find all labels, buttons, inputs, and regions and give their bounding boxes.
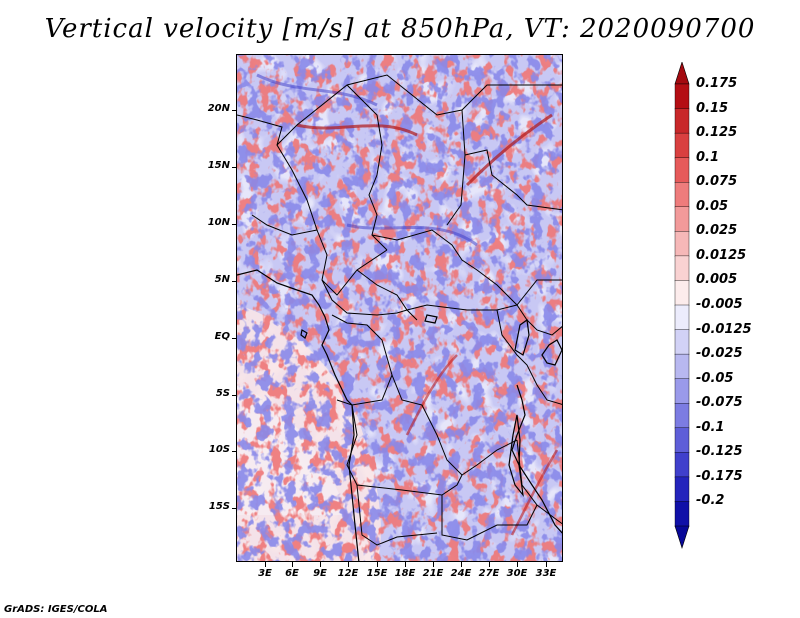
colorbar-cap-top	[674, 62, 690, 85]
lon-tick	[320, 562, 321, 567]
lon-tick	[489, 562, 490, 567]
lat-label: 10S	[208, 444, 230, 455]
lon-tick	[546, 562, 547, 567]
lon-label: 18E	[394, 568, 416, 579]
colorbar-label: -0.1	[696, 419, 725, 435]
lon-tick	[348, 562, 349, 567]
colorbar-cell	[674, 255, 690, 282]
colorbar-label: -0.125	[696, 444, 743, 460]
colorbar-label: 0.025	[696, 223, 738, 239]
country-borders	[237, 74, 562, 546]
lon-label: 12E	[337, 568, 359, 579]
lon-tick	[377, 562, 378, 567]
lon-label: 30E	[506, 568, 528, 579]
colorbar-cell	[674, 427, 690, 454]
colorbar-cell	[674, 329, 690, 355]
lat-label: 5S	[215, 388, 230, 399]
colorbar-label: 0.075	[696, 174, 738, 190]
lon-label: 33E	[535, 568, 557, 579]
lat-label: 15S	[208, 501, 230, 512]
lat-tick	[232, 224, 237, 225]
lat-tick	[232, 508, 237, 509]
lat-label: 5N	[214, 274, 230, 285]
colorbar-label: -0.175	[696, 468, 743, 484]
lat-tick	[232, 110, 237, 111]
lon-label: 27E	[478, 568, 500, 579]
lat-tick	[232, 338, 237, 339]
lat-label: EQ	[214, 331, 230, 342]
colorbar-label: 0.1	[696, 149, 720, 165]
lat-tick	[232, 167, 237, 168]
colorbar-label: -0.005	[696, 297, 743, 312]
colorbar-cap-bottom	[674, 525, 690, 549]
colorbar-cell	[674, 206, 690, 233]
colorbar-label: -0.0125	[696, 321, 752, 337]
colorbar-label: -0.2	[696, 493, 725, 509]
lon-tick	[461, 562, 462, 567]
lat-tick	[232, 451, 237, 452]
lon-tick	[265, 562, 266, 567]
lon-label: 21E	[422, 568, 444, 579]
colorbar-cell	[674, 353, 690, 380]
credit-label: GrADS: IGES/COLA	[4, 604, 108, 615]
colorbar-cell	[674, 108, 690, 134]
lon-tick	[292, 562, 293, 567]
lat-label: 20N	[207, 103, 230, 114]
colorbar-cell	[674, 132, 690, 159]
lon-label: 9E	[313, 568, 327, 579]
colorbar-cell	[674, 280, 690, 306]
lat-tick	[232, 395, 237, 396]
colorbar-cell	[674, 501, 690, 527]
lon-label: 3E	[258, 568, 272, 579]
lon-tick	[405, 562, 406, 567]
lon-tick	[433, 562, 434, 567]
colorbar	[674, 62, 690, 549]
lon-label: 6E	[285, 568, 299, 579]
lat-label: 15N	[207, 160, 230, 171]
colorbar-cell	[674, 378, 690, 404]
colorbar-label: 0.15	[696, 100, 729, 116]
colorbar-label: 0.0125	[696, 247, 747, 263]
colorbar-cell	[674, 452, 690, 478]
lon-label: 24E	[450, 568, 472, 579]
colorbar-label: 0.125	[696, 125, 738, 141]
coastline	[237, 269, 562, 561]
colorbar-cell	[674, 231, 690, 257]
lat-tick	[232, 281, 237, 282]
colorbar-cells	[674, 62, 690, 549]
map-title: Vertical velocity [m/s] at 850hPa, VT: 2…	[44, 14, 756, 44]
colorbar-label: 0.005	[696, 272, 738, 288]
map-panel	[236, 54, 563, 562]
colorbar-label: -0.025	[696, 346, 743, 362]
colorbar-cell	[674, 182, 690, 208]
lon-label: 15E	[366, 568, 388, 579]
colorbar-cell	[674, 403, 690, 429]
colorbar-label: 0.175	[696, 76, 738, 91]
colorbar-label: 0.05	[696, 198, 729, 214]
colorbar-cell	[674, 83, 690, 110]
colorbar-label: -0.05	[696, 370, 734, 386]
vertical-velocity-field	[237, 55, 562, 561]
colorbar-label: -0.075	[696, 395, 743, 411]
colorbar-cell	[674, 476, 690, 503]
lon-tick	[517, 562, 518, 567]
colorbar-cell	[674, 157, 690, 183]
colorbar-cell	[674, 304, 690, 331]
lat-label: 10N	[207, 217, 230, 228]
